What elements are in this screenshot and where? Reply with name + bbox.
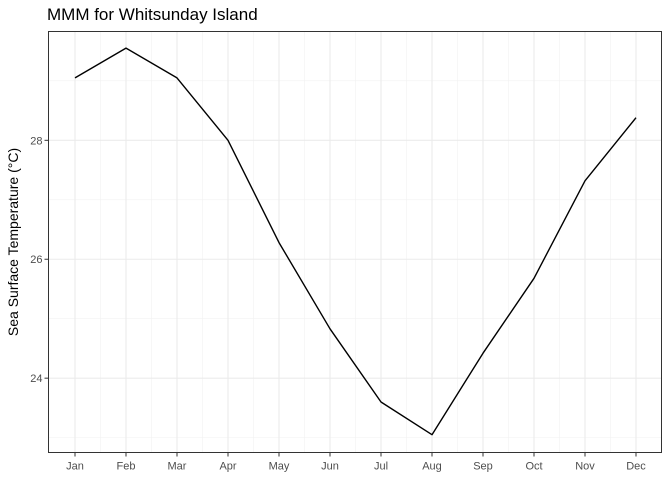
y-tick-label: 28 [30, 135, 42, 147]
x-tick-label: Feb [117, 461, 136, 473]
y-axis-label: Sea Surface Temperature (°C) [5, 148, 21, 336]
x-tick-label: Jan [66, 461, 84, 473]
plot-border [48, 31, 662, 453]
y-axis: 24 26 28 [30, 135, 49, 385]
x-tick-label: May [269, 461, 290, 473]
series-line [74, 47, 637, 436]
x-tick-label: Nov [575, 461, 595, 473]
x-tick-label: Jul [374, 461, 388, 473]
plot-background [48, 31, 662, 453]
major-grid [48, 31, 662, 453]
x-tick-label: Apr [219, 461, 236, 473]
x-tick-label: Sep [473, 461, 493, 473]
minor-grid [48, 31, 662, 453]
x-tick-label: Oct [525, 461, 542, 473]
x-tick-label: Aug [422, 461, 442, 473]
chart-title: MMM for Whitsunday Island [47, 5, 258, 24]
y-tick-label: 26 [30, 254, 42, 266]
x-tick-label: Dec [626, 461, 646, 473]
x-tick-label: Mar [168, 461, 187, 473]
x-tick-label: Jun [321, 461, 339, 473]
x-axis: Jan Feb Mar Apr May Jun Jul Aug Sep Oct Nov Dec [66, 452, 646, 473]
y-tick-label: 24 [30, 373, 42, 385]
